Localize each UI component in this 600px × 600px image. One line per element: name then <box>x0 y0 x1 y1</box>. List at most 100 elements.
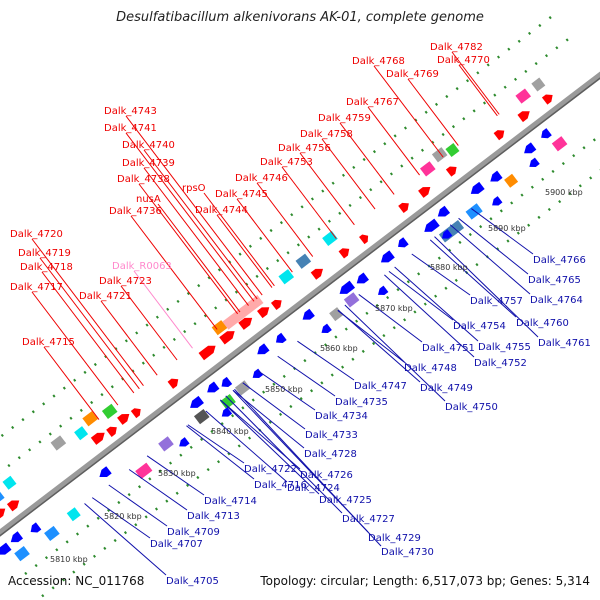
forward-gene-label: Dalk_4740 <box>122 140 175 151</box>
forward-gene-label: Dalk_4721 <box>79 291 132 302</box>
feature-block <box>14 546 30 562</box>
tick-label: 5890 kbp <box>488 224 526 233</box>
tick-label: 5860 kbp <box>320 344 358 353</box>
feature-block <box>295 253 312 269</box>
feature-block <box>82 411 98 427</box>
reverse-gene-label: Dalk_4749 <box>420 383 473 394</box>
forward-gene-arrow <box>310 268 323 280</box>
reverse-gene-label: Dalk_4709 <box>167 527 220 538</box>
tick-label: 5850 kbp <box>265 385 303 394</box>
reverse-gene-arrow <box>302 308 315 320</box>
callout-line <box>91 497 151 539</box>
forward-gene-label: Dalk_4769 <box>386 69 439 80</box>
forward-gene-label: Dalk_4744 <box>195 205 248 216</box>
reverse-gene-arrow <box>380 250 395 263</box>
forward-gene-label: Dalk_4782 <box>430 42 483 53</box>
reverse-gene-arrow <box>398 237 409 248</box>
reverse-gene-arrow <box>190 395 204 408</box>
feature-block <box>278 269 295 285</box>
gene-labels: Dalk_4782 Dalk_4770 Dalk_4768 Dalk_4769 Dalk… <box>10 42 591 587</box>
forward-gene-label: Dalk_4758 <box>300 129 353 140</box>
forward-gene-label: Dalk_4717 <box>10 282 63 293</box>
callout-line <box>429 239 517 318</box>
callout-line <box>43 346 100 420</box>
callout-lines <box>31 51 539 576</box>
feature-block <box>322 230 338 247</box>
reverse-gene-arrow <box>492 196 503 206</box>
callout-line <box>394 266 479 342</box>
forward-gene-arrow <box>541 94 553 105</box>
reverse-gene-label: Dalk_4748 <box>404 363 457 374</box>
reverse-gene-label: Dalk_4760 <box>516 318 569 329</box>
reverse-gene-arrow <box>424 218 440 232</box>
reverse-gene-arrow <box>441 229 453 239</box>
feature-block <box>0 489 5 504</box>
forward-gene-arrow <box>359 234 369 245</box>
reverse-gene-label: Dalk_4714 <box>204 496 257 507</box>
map-title: Desulfatibacillum alkenivorans AK-01, co… <box>116 10 484 25</box>
reverse-gene-label: Dalk_4733 <box>305 430 358 441</box>
reverse-gene-label: Dalk_4724 <box>287 483 340 494</box>
callout-line <box>39 257 140 390</box>
feature-block <box>44 525 60 542</box>
reverse-gene-arrow <box>339 280 356 294</box>
reverse-gene-label: Dalk_4728 <box>304 449 357 460</box>
reverse-gene-label: Dalk_4764 <box>530 295 583 306</box>
track-dot-line-1 <box>24 134 600 576</box>
track-dot-line-4 <box>41 169 600 598</box>
tick-label: 5820 kbp <box>104 512 142 521</box>
callout-line <box>84 503 167 576</box>
rna-gene-label: Dalk_R0063 <box>112 261 172 272</box>
reverse-gene-label: Dalk_4734 <box>315 411 368 422</box>
forward-gene-arrow <box>398 202 409 214</box>
callout-line <box>344 304 446 402</box>
forward-gene-arrow <box>517 111 530 123</box>
forward-gene-label: Dalk_4759 <box>318 113 371 124</box>
callout-line <box>339 122 395 195</box>
callout-line <box>125 115 263 296</box>
accession-text: Accession: NC_011768 <box>8 574 145 588</box>
forward-gene-arrow <box>167 378 179 389</box>
reverse-gene-label: Dalk_4751 <box>422 343 475 354</box>
forward-gene-label: Dalk_4767 <box>346 97 399 108</box>
feature-blocks <box>0 77 568 562</box>
callout-line <box>143 149 258 300</box>
reverse-gene-label: Dalk_4722 <box>244 464 297 475</box>
callout-line <box>434 236 539 338</box>
callout-line <box>337 309 421 383</box>
reverse-gene-arrow <box>221 407 233 417</box>
callout-line <box>133 270 193 349</box>
forward-gene-label: Dalk_4743 <box>104 106 157 117</box>
callout-line <box>458 217 529 275</box>
forward-gene-label: Dalk_4723 <box>99 276 152 287</box>
forward-gene-arrow <box>130 408 141 419</box>
callout-line <box>138 183 239 315</box>
forward-gene-label: Dalk_4741 <box>104 123 157 134</box>
tick-label: 5900 kbp <box>545 188 583 197</box>
genome-backbone-shadow <box>0 77 600 537</box>
callout-line <box>256 182 314 257</box>
callout-line <box>130 215 218 330</box>
forward-gene-arrow <box>219 331 235 345</box>
feature-block <box>515 88 532 104</box>
forward-gene-arrow <box>198 345 216 361</box>
topology-text: Topology: circular; Length: 6,517,073 bp… <box>260 574 590 588</box>
forward-gene-arrow <box>106 426 117 437</box>
reverse-gene-label: Dalk_4729 <box>368 533 421 544</box>
callout-line <box>451 51 500 115</box>
track-dot-lines <box>0 10 600 598</box>
callout-line <box>384 274 475 358</box>
forward-gene-arrow <box>270 299 282 311</box>
reverse-gene-label: Dalk_4766 <box>533 255 586 266</box>
tick-label: 5830 kbp <box>158 469 196 478</box>
reverse-gene-arrow <box>207 381 220 393</box>
forward-gene-label: Dalk_4719 <box>18 248 71 259</box>
callout-line <box>216 214 273 288</box>
reverse-gene-arrow <box>529 157 540 167</box>
callout-line <box>411 253 471 296</box>
reverse-gene-label: Dalk_4755 <box>478 342 531 353</box>
callout-line <box>407 78 459 146</box>
callout-line <box>225 395 343 514</box>
callout-line <box>236 198 293 273</box>
reverse-gene-arrow <box>0 542 12 555</box>
